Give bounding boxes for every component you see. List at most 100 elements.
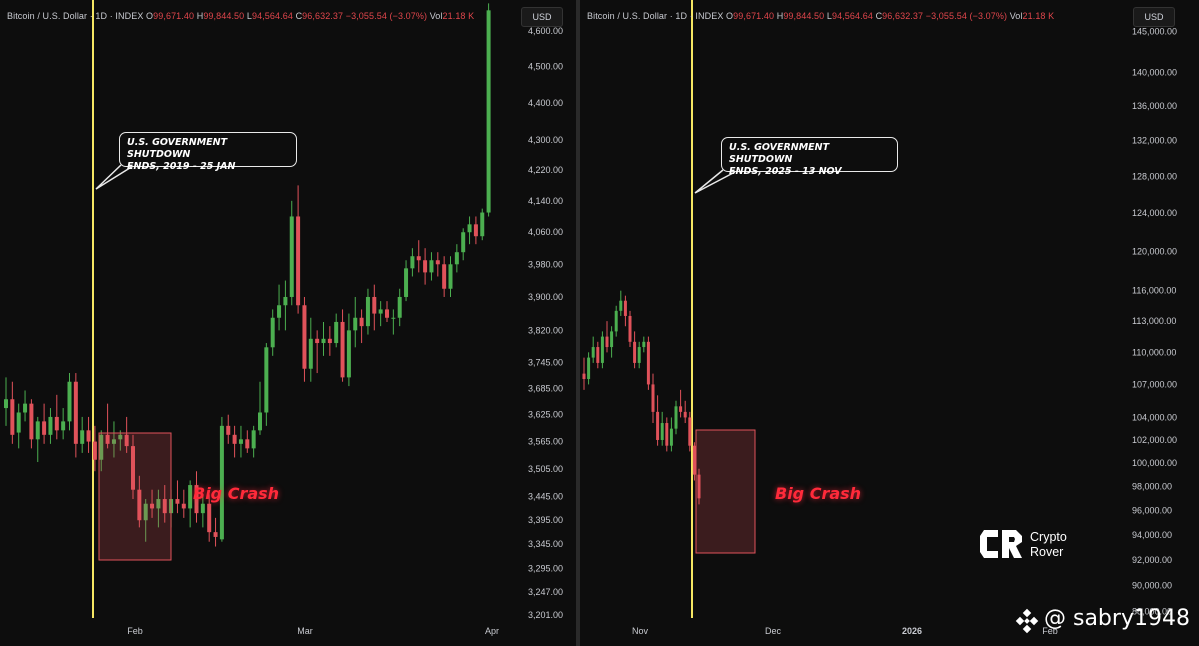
open-label: O: [726, 11, 734, 21]
x-tick-label: Apr: [485, 626, 499, 636]
candle-body: [283, 296, 288, 306]
candle: [277, 284, 282, 331]
volume-value: 21.18 K: [442, 11, 475, 21]
candle: [29, 399, 34, 449]
y-tick-label: 113,000.00: [1132, 316, 1176, 326]
candle: [16, 403, 21, 449]
candle: [365, 288, 370, 335]
candle-body: [473, 224, 478, 237]
candle-body: [628, 315, 632, 342]
candle-body: [124, 434, 129, 447]
low-label: L: [826, 11, 832, 21]
candle-body: [614, 310, 618, 332]
candle-body: [296, 216, 301, 306]
candle-body: [99, 434, 104, 460]
brand-name: Crypto Rover: [1030, 530, 1067, 560]
candle: [61, 408, 66, 440]
candle-body: [467, 224, 472, 233]
pane-divider[interactable]: [576, 0, 580, 646]
candle-body: [365, 296, 370, 327]
candle: [238, 425, 243, 458]
callout-line-2: ENDS, 2019 - 25 JAN: [127, 161, 236, 172]
close-label: C: [295, 11, 303, 21]
candle: [188, 480, 193, 528]
candle: [194, 471, 199, 523]
candle: [674, 400, 678, 435]
candle-body: [660, 423, 664, 440]
candle-body: [42, 421, 47, 435]
y-tick-label: 3,201.00: [528, 610, 563, 620]
candle: [679, 389, 683, 418]
crypto-rover-logo: [980, 530, 1022, 558]
open-value: 99,671.40: [733, 11, 775, 21]
candle: [86, 416, 91, 453]
candle-body: [688, 417, 692, 446]
candle: [688, 411, 692, 452]
candle: [467, 216, 472, 245]
candle-body: [315, 338, 320, 344]
candle-body: [181, 503, 186, 509]
y-tick-label: 90,000.00: [1132, 580, 1172, 590]
candle-body: [619, 300, 623, 311]
candle: [4, 377, 8, 426]
candle: [429, 252, 434, 281]
candle: [213, 517, 218, 547]
chart-pane-2019[interactable]: 4,600.00 4,500.00 4,400.00 4,300.00 4,220.00…: [0, 0, 576, 646]
symbol-name: Bitcoin / U.S. Dollar · 1D · INDEX: [7, 11, 144, 21]
candle: [669, 417, 673, 452]
candle: [697, 468, 701, 505]
candle: [410, 248, 415, 277]
candle: [156, 489, 161, 528]
brand-line-2: Rover: [1030, 545, 1064, 559]
candle: [42, 403, 47, 444]
x-tick-label: 2026: [902, 626, 922, 636]
candle-body: [448, 264, 453, 289]
candle: [48, 408, 53, 444]
chart-pane-2025[interactable]: 145,000.00 140,000.00 136,000.00 132,000.00…: [580, 0, 1199, 646]
candle-body: [162, 499, 167, 514]
chart-2019-canvas[interactable]: 4,600.00 4,500.00 4,400.00 4,300.00 4,220.00…: [0, 0, 576, 646]
candle-body: [4, 399, 8, 409]
candle-body: [327, 338, 332, 344]
candle: [633, 331, 637, 369]
candle: [175, 480, 180, 514]
callout-line-2: ENDS, 2025 - 13 NOV: [729, 166, 842, 177]
currency-button[interactable]: USD: [1133, 7, 1175, 27]
candle: [80, 416, 85, 453]
y-tick-label: 100,000.00: [1132, 458, 1177, 468]
y-tick-label: 136,000.00: [1132, 101, 1177, 111]
y-tick-label: 4,140.00: [528, 196, 563, 206]
binance-icon: [1015, 608, 1039, 634]
candle: [35, 416, 40, 463]
candle: [302, 296, 307, 382]
x-tick-label: Dec: [765, 626, 782, 636]
shutdown-callout-2025: U.S. GOVERNMENT SHUTDOWN ENDS, 2025 - 13…: [721, 137, 898, 177]
low-value: 94,564.64: [832, 11, 873, 21]
y-tick-label: 116,000.00: [1132, 286, 1176, 296]
candle: [308, 317, 313, 382]
y-tick-label: 3,980.00: [528, 259, 563, 269]
volume-value: 21.18 K: [1022, 11, 1055, 21]
candle-body: [277, 305, 282, 318]
candle-body: [321, 338, 326, 344]
currency-button[interactable]: USD: [521, 7, 563, 27]
candle-body: [188, 485, 193, 509]
y-tick-label: 3,745.00: [528, 357, 563, 367]
big-crash-label-2019: Big Crash: [193, 484, 280, 503]
y-tick-label: 4,400.00: [528, 98, 563, 108]
candle-body: [435, 260, 440, 265]
y-tick-label: 3,685.00: [528, 383, 563, 393]
symbol-legend: Bitcoin / U.S. Dollar · 1D · INDEX O99,6…: [7, 11, 474, 21]
crash-box: [98, 432, 172, 561]
callout-line-1: U.S. GOVERNMENT SHUTDOWN: [127, 137, 228, 160]
candle: [245, 430, 250, 453]
candle: [435, 252, 440, 277]
y-tick-label: 120,000.00: [1132, 246, 1177, 256]
candle: [207, 494, 212, 542]
chart-2025-canvas[interactable]: 145,000.00 140,000.00 136,000.00 132,000.00…: [580, 0, 1199, 646]
candle: [385, 301, 389, 322]
candle: [473, 216, 478, 245]
candle-body: [591, 347, 595, 358]
candle: [582, 357, 586, 390]
y-tick-label: 110,000.00: [1132, 347, 1176, 357]
